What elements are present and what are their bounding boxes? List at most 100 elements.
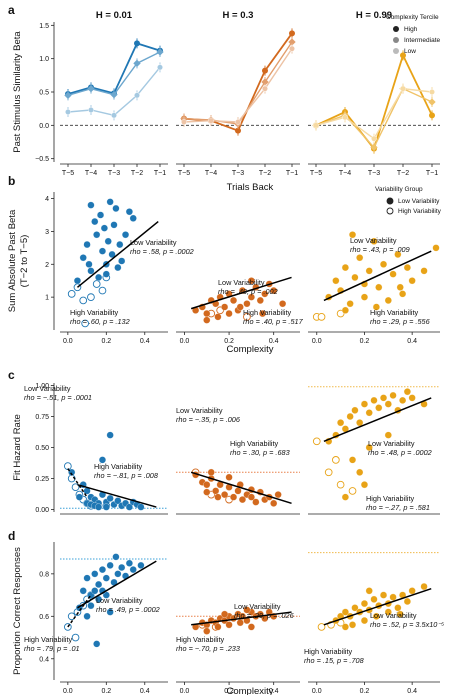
data-point-low-variability [229, 296, 238, 304]
series-line [183, 32, 293, 132]
x-tick-label-b: 0.0 [63, 338, 73, 345]
data-point-low-variability [258, 310, 267, 318]
data-point-low-variability [375, 283, 383, 291]
legend-marker-a [393, 48, 399, 54]
data-point-high-variability [98, 286, 107, 295]
data-point-low-variability [104, 237, 112, 245]
data-point-low-variability [106, 608, 114, 616]
x-axis-title-b: Complexity [227, 344, 274, 355]
legend-marker-a [393, 37, 399, 43]
data-point-low-variability [389, 391, 397, 399]
data-point-low-variability [225, 473, 233, 481]
annotation-group: High Variability [24, 635, 72, 644]
y-tick-label-b: 2 [45, 262, 49, 269]
data-point-low-variability [221, 491, 229, 499]
data-point-low-variability [341, 608, 349, 616]
data-point-low-variability [114, 264, 122, 272]
legend-title-b: Variability Group [375, 186, 423, 193]
x-tick-label-d: 0.4 [407, 688, 417, 695]
data-point-low-variability [274, 491, 282, 499]
y-axis-title-b: Sum Absolute Past Beta [7, 209, 18, 312]
y-tick-label-b: 4 [45, 196, 49, 203]
data-point-low-variability [75, 493, 83, 501]
data-point-low-variability [384, 431, 392, 439]
data-point-low-variability [379, 591, 388, 599]
annotation-stat: rho = −.51, p = .0001 [24, 393, 92, 402]
data-point-low-variability [125, 503, 133, 511]
annotation-stat: rho = .15, p = .708 [304, 656, 365, 665]
data-point-low-variability [372, 303, 380, 311]
data-point-low-variability [399, 396, 407, 404]
data-point-low-variability [379, 260, 388, 268]
data-point [64, 91, 72, 100]
data-point-low-variability [203, 627, 211, 635]
data-point [181, 119, 187, 125]
data-point-low-variability [110, 221, 118, 229]
data-point-low-variability [384, 400, 392, 408]
data-point-low-variability [85, 260, 93, 268]
y-axis-subtitle-b: (T−2 to T−5) [19, 235, 30, 288]
data-point-low-variability [408, 277, 416, 285]
y-axis-title-c: Fit Hazard Rate [12, 414, 23, 481]
x-tick-label-b: 0.0 [180, 338, 190, 345]
data-point-high-variability [87, 293, 95, 301]
data-point-low-variability [379, 394, 388, 402]
y-tick-label-a: 0.5 [39, 90, 49, 97]
data-point [429, 112, 435, 119]
data-point-high-variability [312, 437, 321, 446]
series-line [315, 87, 433, 140]
data-point-high-variability [71, 483, 80, 492]
data-point-low-variability [351, 406, 359, 414]
data-point [235, 119, 241, 125]
data-point-high-variability [243, 313, 251, 321]
facet-title-a: H = 0.3 [223, 10, 254, 21]
x-tick-label-b: 0.4 [407, 338, 417, 345]
data-point-high-variability [317, 623, 326, 631]
series-line [183, 48, 293, 123]
data-point-low-variability [106, 494, 114, 502]
data-point-low-variability [356, 254, 364, 262]
annotation-stat: rho = .40, p = .517 [243, 317, 304, 326]
data-point-low-variability [432, 244, 440, 252]
data-point-low-variability [399, 290, 407, 298]
data-point-low-variability [365, 267, 373, 275]
x-axis-title-a: Trials Back [227, 182, 274, 193]
data-point [261, 78, 269, 86]
data-point [428, 98, 436, 106]
annotation-group: Low Variability [368, 439, 415, 448]
data-point-low-variability [129, 214, 137, 222]
x-tick-label-b: 0.0 [312, 338, 322, 345]
x-tick-label-d: 0.4 [140, 688, 150, 695]
x-tick-label-a: T−4 [205, 170, 217, 177]
y-tick-label-a: 0.0 [39, 123, 49, 130]
data-point-low-variability [341, 623, 349, 631]
y-tick-label-c: 0.50 [35, 445, 49, 452]
data-point-low-variability [118, 563, 126, 572]
data-point-high-variability [348, 487, 357, 495]
y-tick-label-d: 0.6 [39, 614, 49, 621]
data-point-low-variability [116, 241, 124, 249]
data-point [429, 89, 435, 95]
data-point-low-variability [247, 493, 255, 501]
annotation-group: High Variability [304, 647, 352, 656]
data-point-low-variability [346, 412, 354, 421]
data-point-high-variability [63, 462, 72, 470]
data-point-low-variability [252, 498, 260, 506]
annotation-group: Low Variability [350, 236, 397, 245]
data-point [313, 122, 319, 129]
data-point-low-variability [346, 300, 354, 308]
data-point-low-variability [370, 237, 378, 245]
fit-line [323, 250, 432, 302]
data-point [288, 38, 296, 46]
data-point [65, 109, 71, 115]
data-point-low-variability [403, 264, 411, 272]
data-point-low-variability [360, 600, 369, 608]
data-point-low-variability [370, 396, 378, 404]
data-point-low-variability [93, 640, 101, 648]
legend-marker-b [386, 197, 394, 205]
fit-line [67, 468, 88, 498]
data-point-low-variability [106, 198, 114, 206]
data-point-low-variability [247, 277, 255, 285]
data-point-low-variability [341, 493, 349, 501]
data-point-low-variability [394, 250, 402, 258]
